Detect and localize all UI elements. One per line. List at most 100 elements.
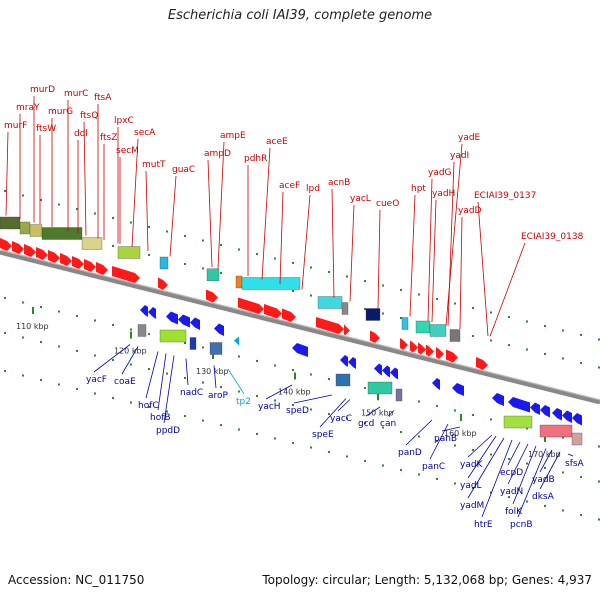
- guide-dot: [508, 496, 510, 498]
- forward-gene-label: yacL: [350, 194, 371, 204]
- guide-dot: [364, 422, 366, 424]
- forward-gene-label: ftsA: [94, 93, 112, 103]
- forward-label-leader: [261, 147, 271, 280]
- reverse-label-leader: [429, 423, 449, 460]
- guide-dot: [418, 435, 420, 438]
- guide-dot: [472, 487, 474, 489]
- guide-dot: [526, 500, 528, 503]
- guide-dot: [256, 360, 258, 362]
- forward-gene-arrow: [0, 238, 12, 251]
- guide-dot: [22, 194, 24, 197]
- guide-dot: [310, 446, 312, 449]
- kbp-tick: [377, 393, 379, 401]
- forward-gene-label: murD: [30, 85, 55, 95]
- domain-band: [41, 227, 83, 240]
- reverse-gene-label: yadB: [532, 475, 555, 485]
- forward-gene-arrow: [206, 289, 218, 303]
- kbp-label: 110 kbp: [16, 322, 49, 331]
- guide-dot: [598, 445, 600, 448]
- domain-band: [209, 342, 223, 355]
- reverse-label-leader: [365, 406, 381, 417]
- domain-band: [241, 277, 301, 290]
- forward-gene-label: murC: [64, 89, 88, 99]
- kbp-label: 140 kbp: [278, 388, 311, 397]
- guide-dot: [40, 379, 42, 381]
- reverse-label-leader: [405, 419, 433, 446]
- forward-gene-arrow: [158, 277, 168, 290]
- domain-band: [137, 324, 147, 337]
- reverse-gene-arrow: [540, 405, 550, 418]
- guide-dot: [166, 230, 168, 233]
- reverse-gene-label: panC: [422, 462, 445, 472]
- guide-dot: [346, 275, 348, 278]
- guide-dot: [310, 294, 312, 297]
- guide-dot: [220, 386, 222, 388]
- guide-dot: [328, 413, 330, 415]
- guide-dot: [328, 451, 330, 453]
- guide-dot: [202, 381, 204, 384]
- reverse-label-leader: [265, 384, 293, 400]
- reverse-gene-arrow: [530, 402, 540, 415]
- forward-gene-label: hpt: [411, 184, 426, 194]
- guide-dot: [598, 518, 600, 521]
- guide-dot: [292, 404, 294, 406]
- guide-dot: [400, 289, 402, 291]
- reverse-gene-label: ppdD: [156, 426, 180, 436]
- reverse-gene-arrow: [552, 408, 562, 421]
- forward-label-leader: [447, 161, 455, 327]
- guide-dot: [130, 221, 132, 224]
- kbp-tick: [544, 435, 546, 442]
- guide-dot: [346, 455, 348, 458]
- reverse-gene-arrow: [348, 357, 356, 369]
- reverse-label-leader: [539, 449, 553, 473]
- forward-gene-label: secA: [134, 128, 156, 138]
- reverse-gene-arrow: [382, 365, 390, 378]
- guide-dot: [490, 339, 492, 342]
- kbp-tick: [460, 414, 462, 421]
- guide-dot: [544, 353, 546, 355]
- guide-dot: [400, 317, 402, 319]
- guide-dot: [400, 431, 402, 433]
- forward-label-leader: [145, 170, 149, 252]
- reverse-gene-arrow: [190, 317, 200, 330]
- guide-dot: [22, 301, 24, 304]
- guide-dot: [112, 397, 114, 399]
- guide-dot: [94, 392, 96, 395]
- domain-band: [206, 268, 220, 281]
- guide-dot: [184, 235, 186, 237]
- guide-dot: [4, 332, 6, 334]
- guide-dot: [4, 370, 6, 372]
- map-title: Escherichia coli IAI39, complete genome: [167, 8, 433, 23]
- forward-label-leader: [459, 216, 463, 330]
- guide-dot: [130, 401, 132, 404]
- guide-dot: [310, 266, 312, 269]
- guide-dot: [364, 308, 366, 310]
- guide-dot: [58, 203, 60, 206]
- domain-band: [401, 317, 409, 330]
- forward-gene-arrow: [436, 347, 444, 359]
- domain-band: [341, 302, 349, 315]
- guide-dot: [454, 302, 456, 305]
- reverse-gene-arrow: [340, 355, 348, 367]
- reverse-gene-label: folK: [505, 507, 523, 517]
- forward-gene-arrow: [12, 241, 24, 254]
- guide-dot: [526, 427, 528, 430]
- forward-label-leader: [83, 121, 87, 236]
- reverse-gene-arrow: [452, 383, 464, 396]
- domain-band: [335, 373, 351, 387]
- guide-dot: [4, 190, 6, 192]
- kbp-label: 120 kbp: [114, 347, 147, 356]
- forward-gene-label: mraY: [16, 103, 40, 113]
- reverse-label-leader: [507, 443, 529, 485]
- guide-dot: [580, 334, 582, 336]
- guide-dot: [598, 338, 600, 341]
- guide-dot: [382, 464, 384, 467]
- reverse-label-leader: [467, 435, 497, 479]
- kbp-label: 160 kbp: [444, 429, 477, 438]
- guide-dot: [112, 217, 114, 219]
- domain-band: [117, 246, 141, 259]
- guide-dot: [220, 272, 222, 274]
- reverse-label-leader: [507, 441, 521, 466]
- kbp-label: 150 kbp: [361, 408, 394, 417]
- reverse-gene-label: nadC: [180, 388, 203, 398]
